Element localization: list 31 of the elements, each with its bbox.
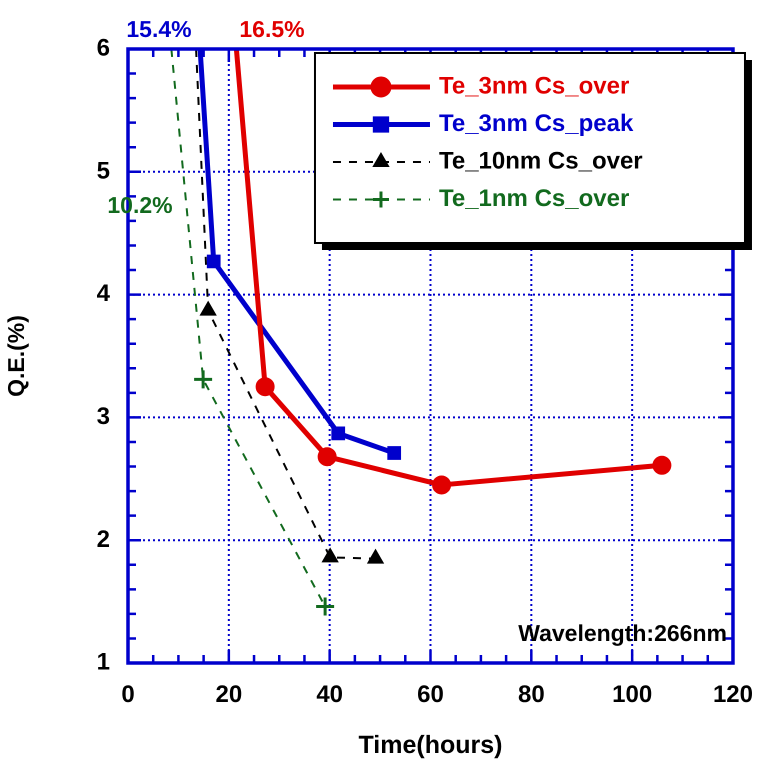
legend-label: Te_3nm Cs_peak <box>438 110 634 138</box>
y-tick-label: 1 <box>96 648 110 676</box>
point <box>206 254 221 268</box>
point <box>387 446 402 460</box>
annotation: Wavelength:266nm <box>518 620 727 646</box>
point <box>432 475 452 494</box>
x-tick-label: 40 <box>316 681 344 708</box>
x-tick-label: 80 <box>518 681 545 708</box>
point <box>314 596 336 618</box>
legend-label: Te_10nm Cs_over <box>438 148 643 175</box>
y-tick-label: 6 <box>96 34 110 62</box>
x-tick-label: 20 <box>215 681 242 708</box>
legend-label: Te_3nm Cs_over <box>438 72 630 100</box>
y-tick-label: 4 <box>96 280 111 308</box>
text: 16.5% <box>239 16 305 42</box>
x-tick-label: 100 <box>612 681 652 708</box>
point <box>192 368 214 390</box>
point <box>318 447 337 466</box>
y-tick-label: 5 <box>96 157 110 184</box>
x-tick-label: 60 <box>417 681 444 708</box>
point <box>256 377 275 396</box>
x-axis-title: Time(hours) <box>358 730 502 759</box>
y-tick-label: 3 <box>96 403 110 430</box>
legend-label: Te_1nm Cs_over <box>438 185 630 212</box>
y-tick-label: 2 <box>96 526 110 553</box>
x-tick-label: 0 <box>121 681 135 708</box>
x-tick-label: 120 <box>712 681 753 708</box>
point <box>331 426 346 440</box>
point <box>652 456 672 475</box>
y-axis-title: Q.E.(%) <box>3 315 30 397</box>
text: 15.4% <box>126 16 192 42</box>
